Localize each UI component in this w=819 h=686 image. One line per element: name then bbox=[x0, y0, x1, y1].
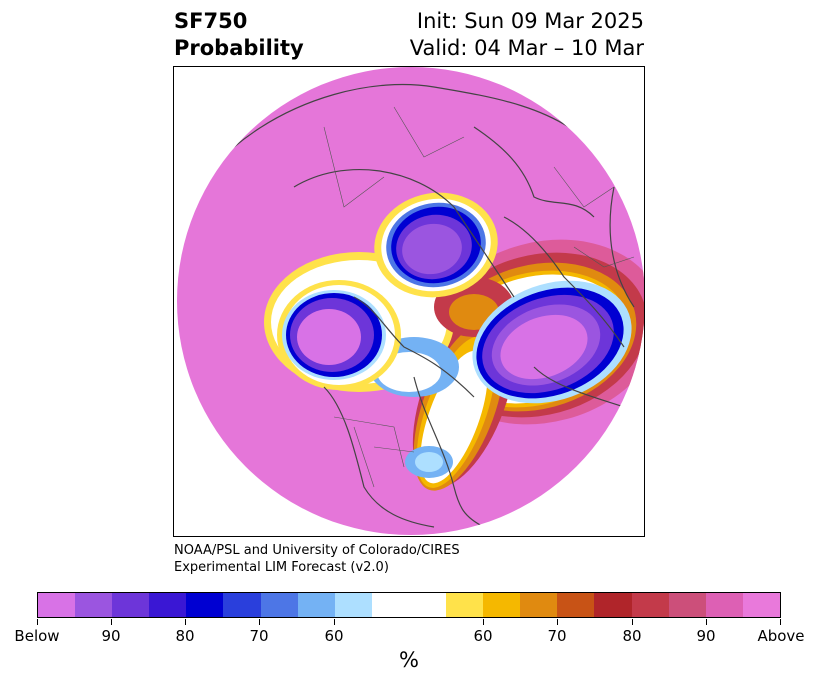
colorbar-tick-label: 80 bbox=[622, 627, 642, 645]
colorbar-tick bbox=[37, 619, 38, 625]
forecast-map bbox=[173, 66, 645, 537]
credit-line-1: NOAA/PSL and University of Colorado/CIRE… bbox=[174, 543, 460, 558]
colorbar-tick-label: Below bbox=[14, 627, 60, 645]
variable-name: SF750 bbox=[174, 9, 248, 33]
colorbar-tick-label: 90 bbox=[101, 627, 121, 645]
colorbar-segment bbox=[446, 593, 484, 617]
valid-range: Valid: 04 Mar – 10 Mar bbox=[409, 36, 644, 60]
colorbar-tick-label: 80 bbox=[175, 627, 195, 645]
variable-type: Probability bbox=[174, 36, 304, 60]
colorbar-tick bbox=[483, 619, 484, 625]
below-normal-region-europe bbox=[472, 280, 632, 404]
data-credit: NOAA/PSL and University of Colorado/CIRE… bbox=[174, 542, 460, 576]
colorbar-segment bbox=[334, 593, 372, 617]
colorbar-segment bbox=[557, 593, 595, 617]
colorbar-segment bbox=[371, 593, 409, 617]
colorbar-tick bbox=[259, 619, 260, 625]
colorbar-segment bbox=[223, 593, 261, 617]
colorbar-tick-label: 70 bbox=[249, 627, 269, 645]
colorbar-tick-label: Above bbox=[757, 627, 805, 645]
colorbar-segment bbox=[742, 593, 780, 617]
colorbar-segment bbox=[483, 593, 521, 617]
colorbar-tick bbox=[557, 619, 558, 625]
init-date: Init: Sun 09 Mar 2025 bbox=[416, 9, 644, 33]
colorbar-tick bbox=[111, 619, 112, 625]
colorbar-tick bbox=[632, 619, 633, 625]
colorbar-segment bbox=[75, 593, 113, 617]
colorbar-tick-label: 60 bbox=[473, 627, 493, 645]
map-title: SF750 Probability bbox=[174, 8, 304, 62]
colorbar-unit: % bbox=[399, 648, 419, 672]
colorbar-segment bbox=[38, 593, 76, 617]
colorbar-tick bbox=[185, 619, 186, 625]
colorbar-segment bbox=[594, 593, 632, 617]
colorbar-segment bbox=[520, 593, 558, 617]
colorbar bbox=[37, 592, 781, 618]
colorbar-tick-label: 90 bbox=[696, 627, 716, 645]
date-info: Init: Sun 09 Mar 2025 Valid: 04 Mar – 10… bbox=[410, 8, 644, 62]
colorbar-segment bbox=[186, 593, 224, 617]
colorbar-segment bbox=[408, 593, 447, 617]
colorbar-segment bbox=[705, 593, 743, 617]
coastlines bbox=[233, 84, 635, 528]
below-normal-region-siberia bbox=[277, 280, 401, 390]
credit-line-2: Experimental LIM Forecast (v2.0) bbox=[174, 560, 389, 575]
country-borders bbox=[323, 106, 635, 488]
colorbar-segment bbox=[112, 593, 150, 617]
colorbar-segment bbox=[260, 593, 298, 617]
colorbar-tick-label: 70 bbox=[547, 627, 567, 645]
colorbar-tick bbox=[706, 619, 707, 625]
colorbar-tick bbox=[334, 619, 335, 625]
colorbar-segment bbox=[149, 593, 187, 617]
colorbar-tick-label: 60 bbox=[324, 627, 344, 645]
colorbar-segment bbox=[668, 593, 706, 617]
colorbar-segment bbox=[297, 593, 335, 617]
below-normal-region-arctic bbox=[374, 192, 498, 298]
colorbar-segment bbox=[631, 593, 669, 617]
colorbar-tick bbox=[780, 619, 781, 625]
polar-map-svg bbox=[177, 67, 644, 535]
